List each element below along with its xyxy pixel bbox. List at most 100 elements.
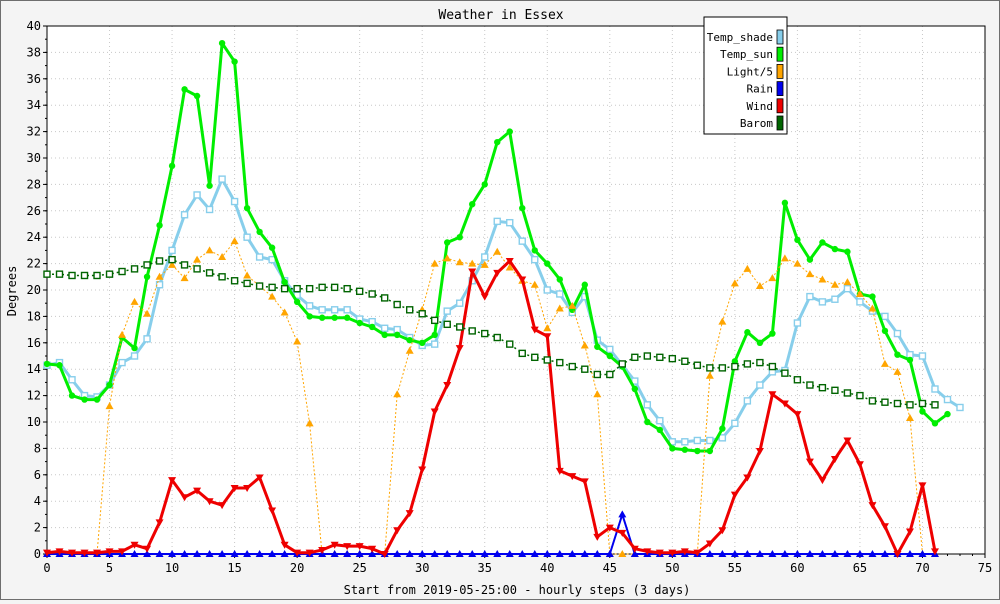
data-point-rain [755, 550, 764, 557]
data-point-barom [656, 353, 664, 362]
data-point-barom [205, 269, 214, 277]
data-point-temp-sun [531, 247, 538, 254]
data-point-wind [905, 528, 914, 536]
data-point-wind [218, 502, 227, 510]
data-point-wind [568, 473, 577, 481]
data-point-temp-shade [481, 253, 489, 261]
data-point-rain [830, 550, 839, 557]
data-point-wind [430, 408, 439, 416]
data-point-light-5 [305, 419, 314, 427]
data-point-barom [330, 283, 339, 292]
data-point-barom [93, 271, 101, 280]
data-point-temp-sun [769, 330, 776, 337]
data-point-wind [543, 333, 552, 341]
x-tick-label: 20 [290, 561, 304, 575]
data-point-light-5 [218, 253, 227, 260]
data-point-rain [193, 550, 202, 557]
data-point-temp-sun [494, 138, 501, 146]
data-point-temp-sun [243, 204, 251, 212]
data-point-light-5 [580, 341, 589, 349]
data-point-light-5 [293, 337, 302, 345]
data-point-temp-sun [606, 352, 613, 360]
y-tick-label: 10 [27, 415, 41, 429]
data-point-rain [843, 550, 852, 557]
data-point-wind [168, 477, 177, 485]
data-point-rain [555, 550, 564, 557]
data-point-rain [355, 550, 364, 557]
x-tick-label: 30 [415, 561, 429, 575]
data-point-temp-sun [218, 39, 226, 47]
data-point-rain [793, 550, 802, 557]
data-point-temp-sun [831, 245, 839, 253]
data-point-wind [480, 293, 489, 301]
x-axis-title: Start from 2019-05-25:00 - hourly steps … [344, 583, 691, 597]
data-point-wind [618, 529, 627, 537]
data-point-rain [280, 550, 289, 557]
data-point-wind [255, 474, 264, 482]
x-tick-label: 10 [165, 561, 179, 575]
data-point-temp-shade [318, 306, 326, 314]
data-point-light-5 [805, 270, 814, 278]
x-tick-label: 25 [352, 561, 366, 575]
data-point-temp-sun [444, 239, 451, 246]
x-tick-label: 60 [790, 561, 804, 575]
legend-label-wind: Wind [747, 100, 774, 113]
data-point-temp-sun [43, 360, 51, 368]
data-point-rain [143, 550, 152, 557]
data-point-wind [55, 548, 64, 556]
data-point-rain [543, 550, 552, 557]
data-point-wind [143, 545, 152, 553]
data-point-rain [430, 550, 439, 557]
data-point-light-5 [443, 254, 452, 262]
data-point-temp-shade [143, 335, 151, 343]
data-point-rain [630, 550, 639, 557]
data-point-temp-sun [794, 236, 801, 244]
data-point-wind [130, 541, 139, 549]
data-point-rain [580, 550, 589, 557]
data-point-temp-shade [831, 295, 839, 303]
data-point-wind [693, 549, 702, 557]
data-point-barom [781, 369, 789, 377]
data-point-barom [693, 361, 702, 369]
data-point-rain [918, 550, 927, 557]
data-point-rain [455, 550, 464, 557]
data-point-rain [393, 550, 402, 557]
data-point-barom [68, 271, 76, 280]
data-point-wind [93, 549, 102, 557]
data-point-temp-shade [818, 298, 827, 306]
data-point-temp-shade [180, 211, 189, 219]
data-point-temp-sun [644, 418, 651, 426]
x-tick-label: 0 [43, 561, 50, 575]
data-point-barom [856, 391, 864, 400]
data-point-temp-sun [481, 181, 488, 188]
data-point-rain [443, 550, 452, 557]
data-point-wind [643, 548, 652, 556]
data-point-rain [205, 550, 214, 557]
data-point-rain [468, 550, 477, 557]
data-point-wind [843, 437, 852, 445]
data-point-wind [705, 540, 714, 548]
data-point-light-5 [130, 297, 139, 305]
series-group [43, 39, 964, 558]
data-point-wind [80, 549, 89, 557]
data-point-wind [805, 458, 814, 466]
series-light-5 [43, 237, 939, 557]
data-point-rain [718, 550, 727, 557]
legend-label-temp-shade: Temp_shade [707, 31, 773, 44]
data-point-barom [405, 306, 414, 314]
data-point-temp-shade [255, 253, 264, 261]
data-point-wind [930, 548, 939, 556]
data-point-barom [531, 353, 539, 362]
data-point-temp-sun [156, 222, 163, 229]
data-point-barom [931, 401, 939, 409]
data-point-temp-shade [918, 352, 927, 360]
data-point-light-5 [280, 308, 289, 316]
legend-swatch-temp-shade [776, 29, 784, 45]
data-point-temp-sun [519, 204, 526, 212]
data-point-temp-shade [330, 306, 339, 314]
data-point-temp-sun [469, 201, 476, 208]
y-tick-label: 2 [34, 521, 41, 535]
data-point-temp-shade [806, 292, 814, 301]
data-point-temp-sun [556, 276, 563, 283]
